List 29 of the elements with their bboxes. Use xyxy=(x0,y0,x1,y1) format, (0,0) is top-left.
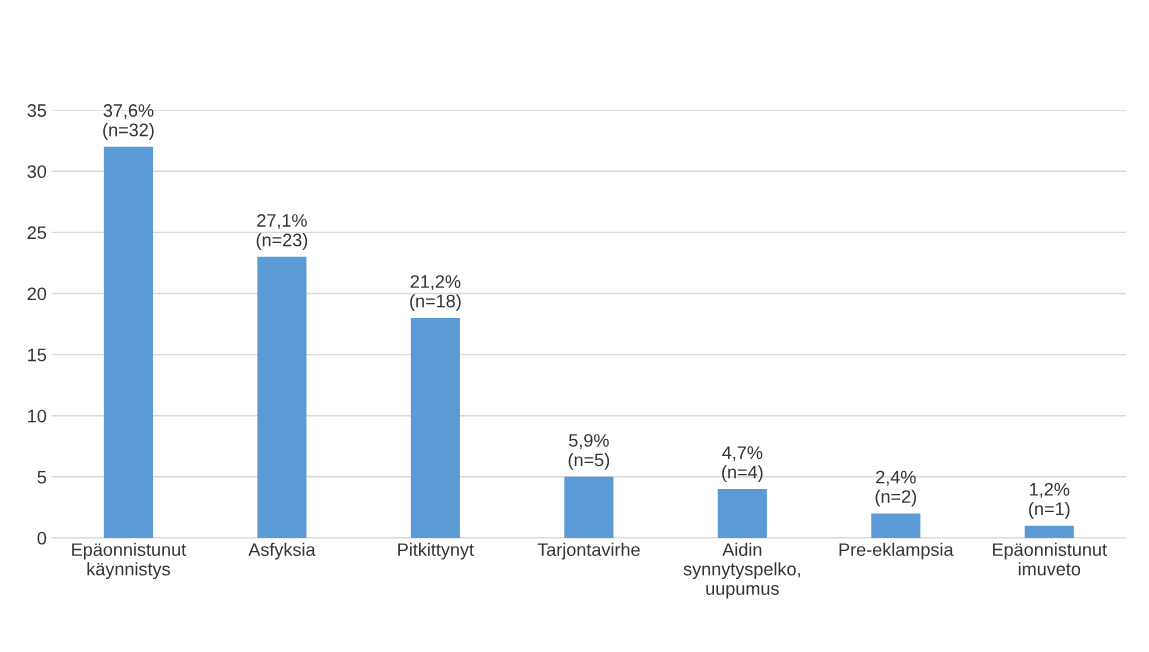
y-tick-label: 35 xyxy=(27,104,47,117)
bar xyxy=(410,317,460,538)
data-label: 27,1% (n=23) xyxy=(256,214,308,250)
x-tick-label: Asfyksia xyxy=(248,542,316,560)
x-tick-label: Epäonnistunut käynnistys xyxy=(72,542,187,580)
data-label: 4,7% (n=4) xyxy=(722,446,763,483)
y-tick-label: 30 xyxy=(27,165,47,179)
bar xyxy=(564,476,614,538)
y-tick-label: 25 xyxy=(27,226,47,240)
x-tick-label: Pitkittynyt xyxy=(398,542,474,560)
x-tick-label: Aidin synnytyspelko, uupumus xyxy=(683,542,800,599)
x-tick-label: Pre-eklampsia xyxy=(839,542,954,560)
data-label: 5,9% (n=5) xyxy=(568,434,610,470)
data-label: 2,4% (n=2) xyxy=(875,470,917,507)
data-label: 1,2% (n=1) xyxy=(1029,482,1070,519)
y-tick-label: 20 xyxy=(27,287,47,301)
bar xyxy=(257,256,307,538)
bar xyxy=(1024,525,1074,538)
data-label: 21,2% (n=18) xyxy=(410,275,461,311)
x-tick-label: Tarjontavirhe xyxy=(537,542,640,560)
y-tick-label: 10 xyxy=(28,409,47,423)
y-tick-label: 5 xyxy=(37,470,47,484)
x-tick-label: Epäonnistunut imuveto xyxy=(993,542,1107,576)
bar xyxy=(103,146,153,538)
data-label: 37,6% (n=32) xyxy=(103,104,154,140)
y-tick-label: 0 xyxy=(37,531,47,545)
bar xyxy=(871,513,921,538)
bar xyxy=(717,489,767,538)
y-tick-label: 15 xyxy=(28,348,47,362)
